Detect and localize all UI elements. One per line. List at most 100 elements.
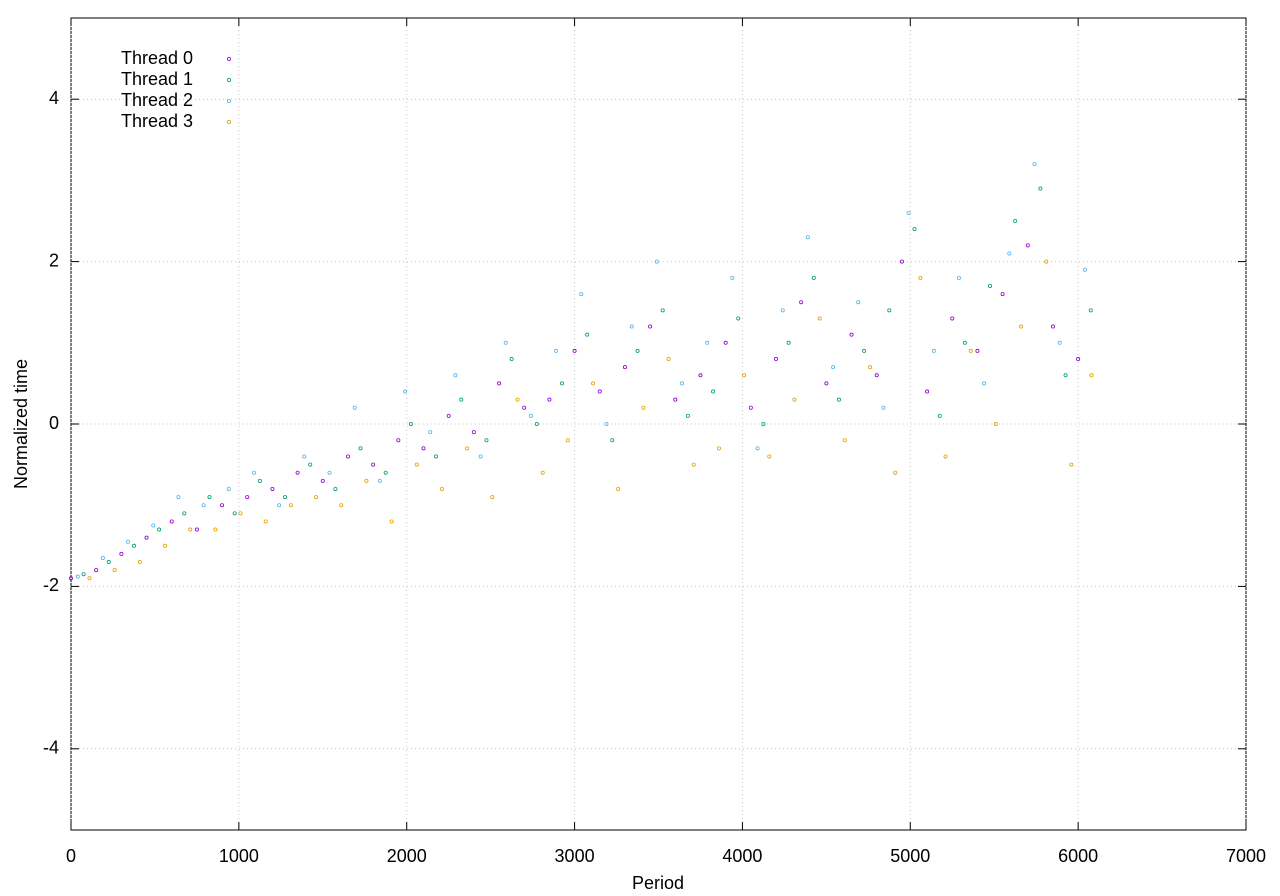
legend-label: Thread 1	[121, 69, 193, 89]
point	[572, 348, 577, 353]
point	[263, 519, 268, 524]
point	[1063, 373, 1068, 378]
y-tick-label: -2	[43, 575, 59, 595]
point	[465, 446, 470, 451]
point	[565, 438, 570, 443]
point	[748, 405, 753, 410]
point	[1038, 186, 1043, 191]
point	[364, 478, 369, 483]
point	[680, 381, 685, 386]
point	[352, 405, 357, 410]
x-tick-label: 5000	[890, 846, 930, 866]
point	[478, 454, 483, 459]
point	[968, 348, 973, 353]
point	[862, 348, 867, 353]
point	[767, 454, 772, 459]
legend-marker	[226, 120, 231, 125]
point	[792, 397, 797, 402]
point	[151, 523, 156, 528]
legend-marker	[226, 57, 231, 62]
point	[937, 413, 942, 418]
x-tick-label: 2000	[387, 846, 427, 866]
point	[1057, 340, 1062, 345]
point	[673, 397, 678, 402]
point	[918, 275, 923, 280]
point	[213, 527, 218, 532]
point	[906, 210, 911, 215]
point	[711, 389, 716, 394]
point	[730, 275, 735, 280]
legend-marker	[226, 99, 231, 104]
point	[283, 495, 288, 500]
point	[257, 478, 262, 483]
point	[396, 438, 401, 443]
point	[742, 373, 747, 378]
point	[377, 478, 382, 483]
point	[131, 543, 136, 548]
point	[604, 421, 609, 426]
point	[503, 340, 508, 345]
point	[622, 365, 627, 370]
point	[295, 470, 300, 475]
point	[288, 503, 293, 508]
point	[648, 324, 653, 329]
point	[220, 503, 225, 508]
point	[308, 462, 313, 467]
point	[534, 421, 539, 426]
point	[106, 560, 111, 565]
point	[1007, 251, 1012, 256]
point	[434, 454, 439, 459]
point	[685, 413, 690, 418]
point	[925, 389, 930, 394]
point	[811, 275, 816, 280]
point	[119, 551, 124, 556]
point	[805, 235, 810, 240]
point	[931, 348, 936, 353]
point	[660, 308, 665, 313]
y-axis-label: Normalized time	[11, 359, 31, 489]
point	[1069, 462, 1074, 467]
point	[559, 381, 564, 386]
point	[69, 576, 74, 581]
point	[666, 357, 671, 362]
point	[453, 373, 458, 378]
point	[75, 574, 80, 579]
point	[975, 348, 980, 353]
point	[446, 413, 451, 418]
point	[414, 462, 419, 467]
point	[1013, 218, 1018, 223]
point	[993, 421, 998, 426]
legend-label: Thread 0	[121, 48, 193, 68]
point	[201, 503, 206, 508]
point	[371, 462, 376, 467]
point	[540, 470, 545, 475]
point	[943, 454, 948, 459]
point	[81, 572, 86, 577]
point	[780, 308, 785, 313]
x-tick-label: 0	[66, 846, 76, 866]
point	[157, 527, 162, 532]
x-axis-label: Period	[632, 873, 684, 893]
x-tick-label: 3000	[555, 846, 595, 866]
point	[459, 397, 464, 402]
point	[345, 454, 350, 459]
point	[817, 316, 822, 321]
point	[836, 397, 841, 402]
point	[799, 300, 804, 305]
legend-marker	[226, 78, 231, 83]
point	[956, 275, 961, 280]
legend-label: Thread 3	[121, 111, 193, 131]
point	[302, 454, 307, 459]
point	[1076, 357, 1081, 362]
point	[899, 259, 904, 264]
x-tick-label: 4000	[722, 846, 762, 866]
point	[383, 470, 388, 475]
point	[723, 340, 728, 345]
x-tick-label: 1000	[219, 846, 259, 866]
point	[585, 332, 590, 337]
point	[428, 430, 433, 435]
point	[515, 397, 520, 402]
point	[755, 446, 760, 451]
point	[616, 486, 621, 491]
